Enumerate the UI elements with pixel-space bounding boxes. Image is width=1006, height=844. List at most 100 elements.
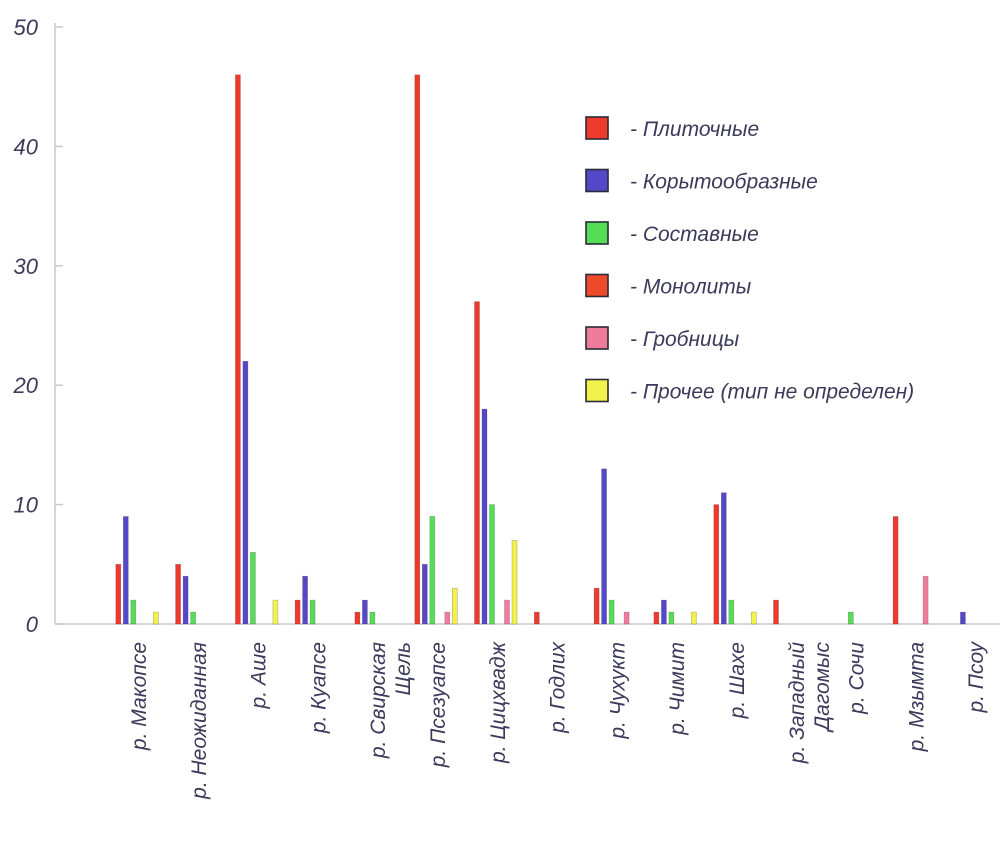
x-tick-label-group: р. Цицхвадж bbox=[487, 640, 510, 764]
bar bbox=[960, 611, 966, 625]
bar bbox=[504, 599, 510, 625]
x-tick-label: р. Макопсе bbox=[128, 642, 151, 751]
x-tick-label: р. Чухукт bbox=[606, 642, 629, 740]
axis-layer: 0 10 20 30 40 50 bbox=[13, 15, 1000, 637]
x-tick-label-group: р. Псезуапсе bbox=[427, 642, 450, 768]
bar bbox=[653, 611, 660, 625]
bar bbox=[489, 504, 495, 625]
x-tick-label: р. Псезуапсе bbox=[427, 642, 450, 768]
x-tick-label-group: р. Сочи bbox=[846, 642, 869, 715]
x-tick-label: р. Псоу bbox=[965, 641, 988, 714]
bar bbox=[414, 74, 421, 625]
x-tick-label: Дагомыс bbox=[811, 642, 834, 733]
x-tick-label-group: р. Макопсе bbox=[128, 642, 151, 751]
bar bbox=[668, 611, 675, 625]
bar bbox=[691, 611, 697, 625]
x-tick-label-group: р. Чухукт bbox=[606, 642, 629, 740]
x-tick-label: р. Аше bbox=[248, 642, 271, 709]
bar bbox=[235, 74, 241, 625]
bar bbox=[892, 516, 899, 625]
legend-label: - Прочее (тип не определен) bbox=[630, 381, 914, 404]
bar bbox=[362, 599, 368, 625]
y-tick-label: 20 bbox=[13, 373, 39, 398]
legend-item: - Прочее (тип не определен) bbox=[585, 378, 914, 404]
legend-item: - Гробницы bbox=[585, 326, 740, 351]
bar bbox=[421, 563, 428, 625]
x-tick-label: р. Чимит bbox=[666, 642, 689, 736]
bar-layer bbox=[115, 74, 966, 625]
bar bbox=[182, 575, 189, 625]
bar bbox=[242, 360, 249, 625]
legend-swatch bbox=[585, 168, 609, 193]
x-tick-label-group: р. Неожиданная bbox=[188, 642, 211, 800]
x-tick-label: р. Свирская bbox=[367, 642, 390, 759]
bar bbox=[272, 599, 279, 625]
x-tick-label: р. Сочи bbox=[846, 642, 869, 715]
legend-swatch bbox=[585, 378, 609, 403]
bar bbox=[190, 611, 196, 625]
legend-label: - Корытообразные bbox=[630, 171, 818, 194]
bar bbox=[369, 611, 376, 625]
x-tick-label: р. Цицхвадж bbox=[487, 640, 510, 764]
bar bbox=[474, 301, 480, 625]
x-tick-label: р. Мзымта bbox=[905, 642, 928, 752]
bar bbox=[153, 611, 159, 625]
legend-item: - Корытообразные bbox=[585, 168, 818, 194]
bar bbox=[354, 611, 361, 625]
x-tick-label-group: р. Чимит bbox=[666, 642, 689, 736]
bar bbox=[773, 599, 779, 625]
legend-swatch bbox=[585, 116, 609, 140]
bar bbox=[661, 599, 667, 625]
bar bbox=[601, 468, 607, 625]
x-tick-label-group: р. Куапсе bbox=[307, 642, 330, 734]
bar bbox=[750, 611, 757, 625]
y-tick-label: 10 bbox=[14, 493, 39, 518]
bar bbox=[533, 611, 540, 625]
bar bbox=[123, 516, 129, 625]
x-tick-label: р. Куапсе bbox=[307, 642, 330, 734]
x-tick-label: р. Западный bbox=[786, 642, 809, 765]
legend-swatch bbox=[585, 273, 609, 298]
bar bbox=[294, 599, 301, 625]
bar bbox=[302, 575, 308, 625]
bar bbox=[728, 599, 735, 625]
bar bbox=[847, 611, 854, 625]
bar bbox=[713, 504, 720, 625]
bar bbox=[429, 516, 436, 625]
bar bbox=[720, 492, 727, 625]
bar bbox=[444, 611, 451, 625]
legend-item: - Составные bbox=[585, 221, 759, 246]
y-tick-label: 50 bbox=[14, 15, 39, 40]
x-tick-label: р. Шахе bbox=[726, 642, 749, 719]
legend-label: - Монолиты bbox=[630, 276, 752, 299]
bar bbox=[481, 408, 488, 625]
x-tick-label: Щель bbox=[392, 642, 415, 695]
bar bbox=[608, 599, 615, 625]
bar bbox=[250, 552, 256, 625]
legend-item: - Плиточные bbox=[585, 116, 759, 141]
y-tick-label: 0 bbox=[26, 612, 39, 637]
bar bbox=[130, 599, 137, 625]
x-tick-label-group: р. Аше bbox=[248, 642, 271, 709]
bar bbox=[593, 587, 600, 625]
bar bbox=[175, 563, 181, 625]
bar bbox=[922, 575, 929, 625]
x-tick-label: р. Неожиданная bbox=[188, 642, 211, 800]
x-tick-label-group: р. Свирская Щель bbox=[367, 642, 415, 759]
y-tick-label: 40 bbox=[14, 134, 39, 159]
x-tick-label-group: р. Псоу bbox=[965, 641, 988, 714]
bar bbox=[115, 563, 122, 625]
y-tick-label: 30 bbox=[14, 254, 39, 279]
legend-item: - Монолиты bbox=[585, 273, 752, 299]
legend-label: - Гробницы bbox=[630, 328, 740, 351]
legend-label: - Плиточные bbox=[630, 118, 759, 141]
x-tick-label-group: р. Годлих bbox=[547, 641, 570, 734]
bar bbox=[451, 587, 458, 625]
legend-swatch bbox=[585, 221, 609, 245]
x-tick-label: р. Годлих bbox=[547, 641, 570, 734]
bar bbox=[511, 540, 518, 625]
x-tick-label-group: р. Мзымта bbox=[905, 642, 928, 752]
x-tick-label-group: р. Шахе bbox=[726, 642, 749, 719]
